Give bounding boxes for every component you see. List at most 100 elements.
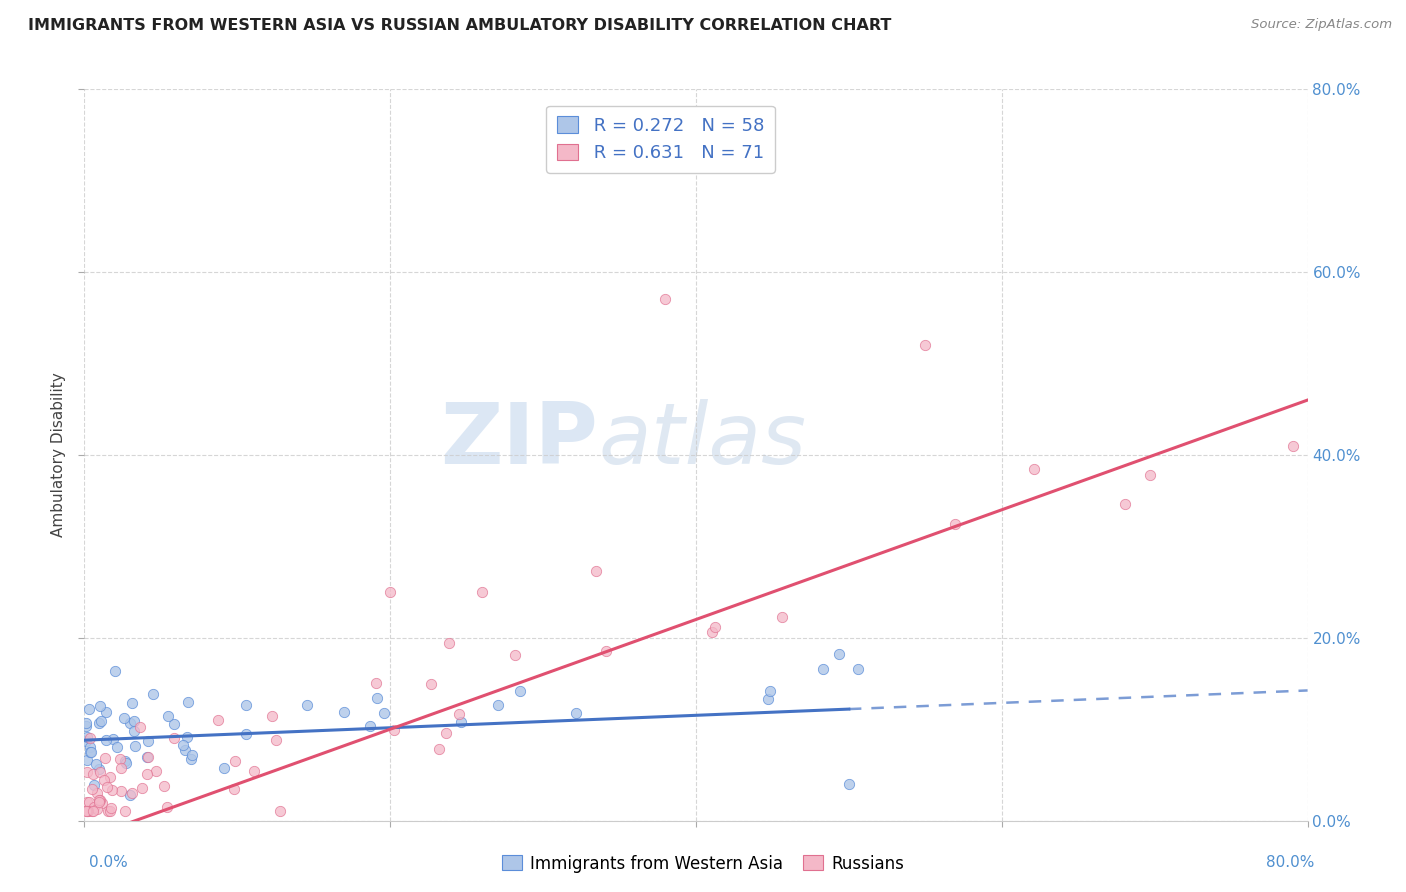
Point [77, 796, 100, 810]
Point [129, 720, 152, 734]
Point [503, 648, 526, 662]
Point [509, 684, 531, 698]
Point [122, 714, 145, 728]
Point [135, 750, 157, 764]
Point [366, 690, 388, 705]
Point [76, 754, 98, 768]
Point [450, 715, 472, 730]
Point [827, 647, 849, 661]
Point [262, 709, 284, 723]
Point [420, 677, 443, 691]
Point [163, 716, 186, 731]
Text: 80.0%: 80.0% [1267, 855, 1315, 870]
Point [136, 750, 159, 764]
Point [180, 751, 202, 765]
Point [364, 675, 387, 690]
Point [110, 761, 132, 775]
Point [86, 802, 108, 816]
Point [89, 793, 111, 807]
Point [214, 761, 236, 775]
Point [943, 516, 966, 531]
Text: 0.0%: 0.0% [89, 855, 128, 870]
Point [156, 800, 179, 814]
Point [1139, 468, 1161, 483]
Point [224, 781, 246, 796]
Point [1114, 497, 1136, 511]
Point [654, 293, 676, 307]
Point [207, 713, 229, 727]
Point [373, 706, 395, 721]
Point [76, 805, 98, 819]
Point [87, 715, 110, 730]
Point [242, 764, 264, 778]
Point [110, 784, 132, 798]
Point [838, 777, 860, 791]
Point [266, 732, 288, 747]
Point [79, 745, 101, 759]
Point [181, 747, 204, 762]
Legend: Immigrants from Western Asia, Russians: Immigrants from Western Asia, Russians [495, 848, 911, 880]
Point [76, 805, 98, 819]
Point [75, 716, 97, 731]
Point [94, 733, 117, 747]
Point [770, 609, 793, 624]
Point [758, 692, 780, 706]
Point [1022, 461, 1045, 475]
Point [83, 779, 105, 793]
Legend:  R = 0.272   N = 58,  R = 0.631   N = 71: R = 0.272 N = 58, R = 0.631 N = 71 [546, 105, 775, 173]
Point [76, 765, 98, 780]
Point [163, 731, 186, 745]
Point [108, 752, 131, 766]
Point [104, 664, 127, 678]
Point [595, 644, 617, 658]
Point [145, 764, 167, 779]
Point [89, 699, 111, 714]
Point [121, 696, 143, 710]
Point [80, 805, 103, 819]
Point [76, 796, 98, 810]
Point [177, 695, 200, 709]
Point [86, 786, 108, 800]
Point [75, 718, 97, 732]
Point [101, 782, 124, 797]
Point [75, 805, 97, 819]
Point [105, 740, 128, 755]
Point [84, 756, 107, 771]
Point [131, 780, 153, 795]
Point [846, 662, 869, 676]
Point [565, 706, 588, 720]
Point [382, 723, 405, 737]
Point [124, 739, 146, 754]
Point [90, 714, 112, 728]
Point [76, 805, 98, 819]
Point [174, 743, 197, 757]
Point [96, 780, 118, 795]
Point [437, 636, 460, 650]
Point [82, 767, 104, 781]
Point [114, 754, 136, 768]
Point [87, 795, 110, 809]
Point [103, 731, 125, 746]
Point [585, 564, 607, 578]
Point [89, 793, 111, 807]
Point [1281, 439, 1303, 453]
Point [100, 801, 122, 815]
Point [447, 707, 470, 722]
Point [152, 779, 174, 793]
Point [75, 734, 97, 748]
Point [332, 705, 354, 719]
Y-axis label: Ambulatory Disability: Ambulatory Disability [51, 373, 66, 537]
Point [122, 723, 145, 738]
Point [486, 698, 509, 712]
Point [79, 702, 101, 716]
Point [136, 734, 159, 748]
Point [811, 662, 834, 676]
Point [87, 762, 110, 776]
Point [118, 788, 141, 802]
Point [82, 805, 104, 819]
Point [759, 684, 782, 698]
Point [79, 731, 101, 745]
Point [91, 796, 114, 810]
Point [172, 738, 194, 752]
Point [83, 800, 105, 814]
